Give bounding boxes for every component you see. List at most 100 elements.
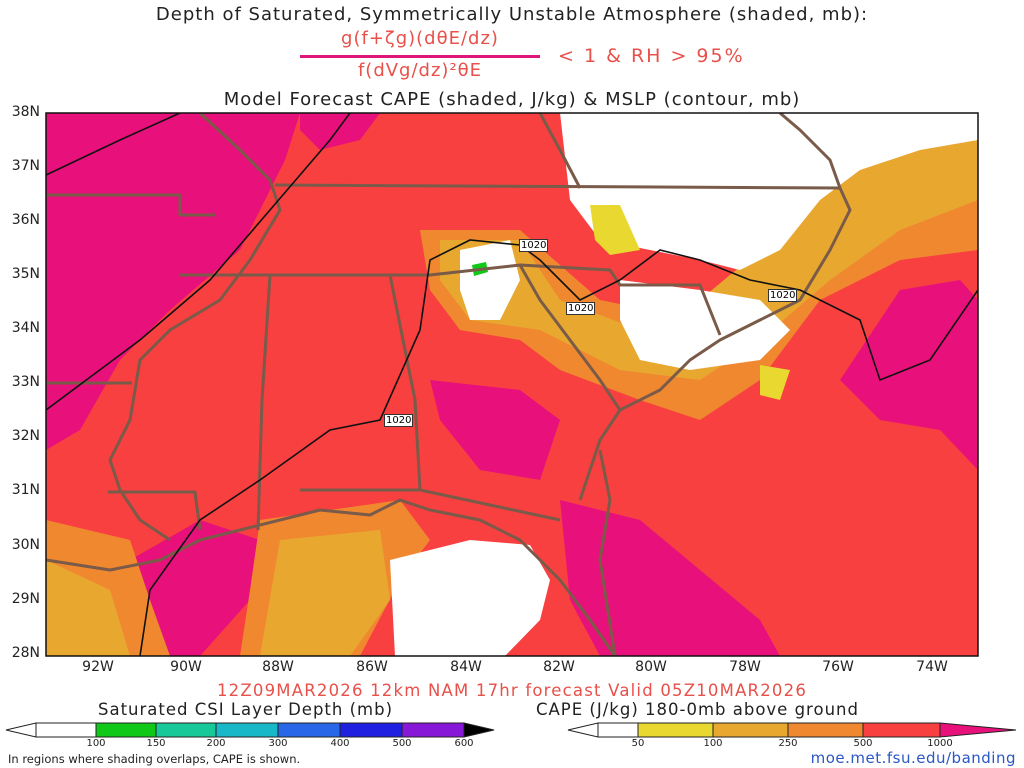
csi-tick: 600: [454, 738, 474, 749]
csi-bar-arrow-right: [463, 722, 495, 738]
cape-tick: 250: [778, 738, 798, 749]
title-line-3: Model Forecast CAPE (shaded, J/kg) & MSL…: [223, 89, 801, 110]
csi-bar-seg-2: [155, 722, 217, 738]
cape-1000-west: [46, 113, 300, 450]
lat-label: 29N: [11, 591, 40, 607]
cape-1000-georgia: [430, 380, 560, 480]
cape-bar-seg-1: [637, 722, 714, 738]
cape-low-tn: [460, 240, 520, 320]
csi-tick: 150: [146, 738, 166, 749]
lat-label: 33N: [11, 374, 40, 390]
csi-bar-seg-3: [215, 722, 279, 738]
tennessee-south-border: [180, 263, 722, 336]
state-borders: [46, 113, 852, 656]
isobar-w: [46, 113, 351, 411]
map-frame: [45, 112, 979, 657]
isobars: [46, 113, 978, 656]
isobar-nw: [46, 113, 181, 176]
cape-legend-title: CAPE (J/kg) 180-0mb above ground: [536, 700, 859, 719]
source-url[interactable]: moe.met.fsu.edu/banding: [810, 749, 1016, 767]
isobar-label: 1020: [519, 239, 549, 252]
cape-tick: 100: [703, 738, 723, 749]
cape-1000-atlantic-e: [840, 280, 978, 470]
missouri-arkansas-border: [46, 193, 215, 217]
mississippi-alabama-border: [256, 274, 272, 531]
formula-fraction-bar: [300, 55, 540, 58]
lon-label: 90W: [170, 659, 202, 675]
isobar-label: 1020: [768, 289, 798, 302]
lat-label: 37N: [11, 158, 40, 174]
csi-bar-seg-5: [339, 722, 403, 738]
formula-denominator: f(dVg/dz)²θE: [357, 60, 483, 81]
cape-1000-northcentral: [300, 113, 380, 150]
atlantic-coastline: [578, 113, 852, 501]
lon-label: 84W: [450, 659, 482, 675]
lat-label: 30N: [11, 537, 40, 553]
footnote: In regions where shading overlaps, CAPE …: [8, 752, 301, 766]
louisiana-north-border: [108, 490, 202, 531]
lon-label: 78W: [729, 659, 761, 675]
lon-label: 88W: [262, 659, 294, 675]
lon-label: 92W: [82, 659, 114, 675]
csi-bar-seg-4: [277, 722, 341, 738]
florida-east-coast: [598, 449, 617, 656]
formula-condition: < 1 & RH > 95%: [558, 45, 745, 67]
csi-formula: g(f+ζg)(dθE/dz) f(dVg/dz)²θE: [300, 28, 540, 81]
lat-label: 36N: [11, 212, 40, 228]
cape-tick: 50: [631, 738, 645, 749]
csi-tick: 400: [330, 738, 350, 749]
cape-50-nc: [590, 205, 640, 255]
isobar-1020: [139, 239, 978, 656]
cape-1000-atlantic-s: [560, 500, 780, 656]
csi-tick: 100: [86, 738, 106, 749]
cape-colorbar: [567, 722, 1017, 738]
cape-100-gulf-w: [46, 560, 130, 656]
lon-label: 76W: [822, 659, 854, 675]
title-line-1: Depth of Saturated, Symmetrically Unstab…: [155, 4, 869, 25]
cape-bar-arrow-left: [567, 722, 599, 738]
lat-label: 34N: [11, 320, 40, 336]
csi-legend-title: Saturated CSI Layer Depth (mb): [98, 700, 394, 719]
csi-bar-seg-6: [401, 722, 465, 738]
cape-tick: 1000: [927, 738, 953, 749]
cape-bar-seg-3: [787, 722, 864, 738]
cape-tick: 500: [853, 738, 873, 749]
lat-label: 38N: [11, 104, 40, 120]
csi-bar-seg-0: [35, 722, 97, 738]
csi-colorbar: [5, 722, 495, 738]
cape-low-virginia: [560, 113, 978, 270]
tennessee-kentucky-border: [274, 183, 841, 190]
mississippi-river: [108, 113, 282, 542]
alabama-georgia-border: [388, 274, 422, 491]
isobar-label: 1020: [566, 302, 596, 315]
cape-bar-seg-2: [712, 722, 789, 738]
lon-label: 82W: [543, 659, 575, 675]
cape-bar-seg-4: [862, 722, 941, 738]
isobar-label: 1020: [384, 414, 414, 427]
csi-tick: 200: [206, 738, 226, 749]
lat-label: 28N: [11, 645, 40, 661]
csi-tick: 500: [392, 738, 412, 749]
cape-low-gulf: [390, 540, 550, 656]
csi-bar-arrow-left: [5, 722, 37, 738]
formula-numerator: g(f+ζg)(dθE/dz): [341, 28, 499, 49]
lat-label: 32N: [11, 428, 40, 444]
lat-label: 35N: [11, 266, 40, 282]
csi-bar-seg-1: [95, 722, 157, 738]
kentucky-virginia-border: [538, 113, 582, 189]
gulf-coastline: [46, 498, 617, 656]
georgia-sc-border: [518, 264, 622, 411]
florida-north-border: [300, 488, 561, 522]
cape-shading: [46, 113, 978, 656]
cape-bar-arrow-right: [939, 722, 1017, 738]
csi-tick: 300: [268, 738, 288, 749]
cape-bar-seg-0: [597, 722, 639, 738]
cape-low-carolina: [620, 280, 790, 370]
lon-label: 80W: [635, 659, 667, 675]
lat-label: 31N: [11, 482, 40, 498]
cape-100-gulf-c: [260, 530, 390, 656]
run-info: 12Z09MAR2026 12km NAM 17hr forecast Vali…: [216, 681, 808, 700]
lon-label: 86W: [356, 659, 388, 675]
cape-50-sc: [760, 365, 790, 400]
